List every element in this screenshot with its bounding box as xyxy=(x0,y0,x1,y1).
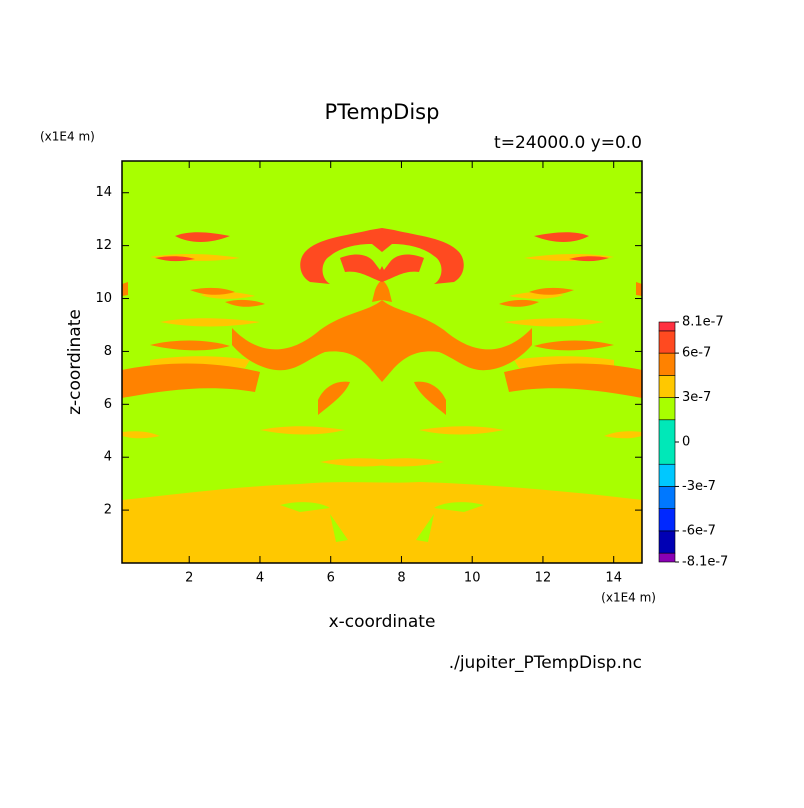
x-tick-label: 12 xyxy=(535,571,552,586)
colorbar-swatch xyxy=(658,530,676,554)
x-axis-label: x-coordinate xyxy=(329,612,436,632)
contour-region xyxy=(499,299,539,307)
contour-region xyxy=(340,254,382,282)
contour-region xyxy=(122,482,642,563)
y-tick-label: 12 xyxy=(95,238,112,253)
contour-field xyxy=(122,161,642,563)
contour-region xyxy=(364,458,444,467)
contour-region xyxy=(150,340,230,351)
colorbar-swatch xyxy=(658,321,676,332)
colorbar-swatch xyxy=(658,419,676,465)
contour-region xyxy=(569,256,609,262)
contour-region xyxy=(330,514,348,542)
y-tick-label: 4 xyxy=(104,450,112,465)
contour-region xyxy=(280,502,330,512)
chart-subtitle: t=24000.0 y=0.0 xyxy=(494,133,642,153)
colorbar-tick-label: -3e-7 xyxy=(682,479,716,494)
contour-region xyxy=(419,426,504,435)
y-tick-label: 10 xyxy=(95,291,112,306)
contour-region xyxy=(122,363,260,398)
contour-region xyxy=(155,256,195,262)
chart-title: PTempDisp xyxy=(325,100,440,124)
x-tick-label: 14 xyxy=(605,571,622,586)
contour-region xyxy=(300,228,382,284)
colorbar-swatch xyxy=(658,352,676,376)
contour-region xyxy=(318,381,350,415)
contour-region xyxy=(504,363,642,398)
contour-region xyxy=(529,287,574,295)
colorbar-tick-label: 0 xyxy=(682,435,690,450)
colorbar-swatch xyxy=(658,463,676,487)
contour-region xyxy=(504,318,604,327)
y-axis-label: z-coordinate xyxy=(65,309,85,415)
colorbar-tick-label: 6e-7 xyxy=(682,346,711,361)
contour-region xyxy=(534,232,589,242)
colorbar-tick-label: 3e-7 xyxy=(682,390,711,405)
contour-region xyxy=(434,502,484,512)
colorbar-swatch xyxy=(658,486,676,509)
contour-region xyxy=(604,431,642,439)
colorbar-swatch xyxy=(658,375,676,398)
contour-region xyxy=(416,514,434,542)
plot-frame xyxy=(121,160,643,564)
contour-region xyxy=(122,431,160,439)
x-tick-label: 6 xyxy=(327,571,335,586)
x-tick-label: 4 xyxy=(256,571,264,586)
contour-region xyxy=(160,318,260,327)
y-unit: (x1E4 m) xyxy=(40,130,95,144)
colorbar-tick-label: -6e-7 xyxy=(682,523,716,538)
x-unit: (x1E4 m) xyxy=(601,591,656,605)
contour-region xyxy=(190,287,235,295)
colorbar-swatch xyxy=(658,552,676,563)
y-tick-label: 2 xyxy=(104,503,112,518)
source-label: ./jupiter_PTempDisp.nc xyxy=(449,653,642,673)
contour-region xyxy=(534,340,614,351)
contour-region xyxy=(260,426,345,435)
contour-region xyxy=(414,381,446,415)
contour-region xyxy=(122,282,128,296)
colorbar-swatch xyxy=(658,397,676,421)
contour-region xyxy=(372,280,382,302)
contour-region xyxy=(382,280,392,302)
x-tick-label: 2 xyxy=(185,571,193,586)
contour-region xyxy=(382,254,424,282)
x-tick-label: 10 xyxy=(464,571,481,586)
contour-region xyxy=(382,300,532,382)
colorbar-tick-label: 8.1e-7 xyxy=(682,315,724,330)
contour-region xyxy=(232,300,382,382)
contour-region xyxy=(175,232,230,242)
y-tick-label: 14 xyxy=(95,185,112,200)
contour-region xyxy=(225,299,265,307)
y-tick-label: 8 xyxy=(104,344,112,359)
contour-region xyxy=(382,228,464,284)
colorbar-tick-label: -8.1e-7 xyxy=(682,555,728,570)
x-tick-label: 8 xyxy=(397,571,405,586)
contour-region xyxy=(636,282,642,296)
colorbar-swatch xyxy=(658,508,676,532)
y-tick-label: 6 xyxy=(104,397,112,412)
colorbar-swatch xyxy=(658,330,676,354)
